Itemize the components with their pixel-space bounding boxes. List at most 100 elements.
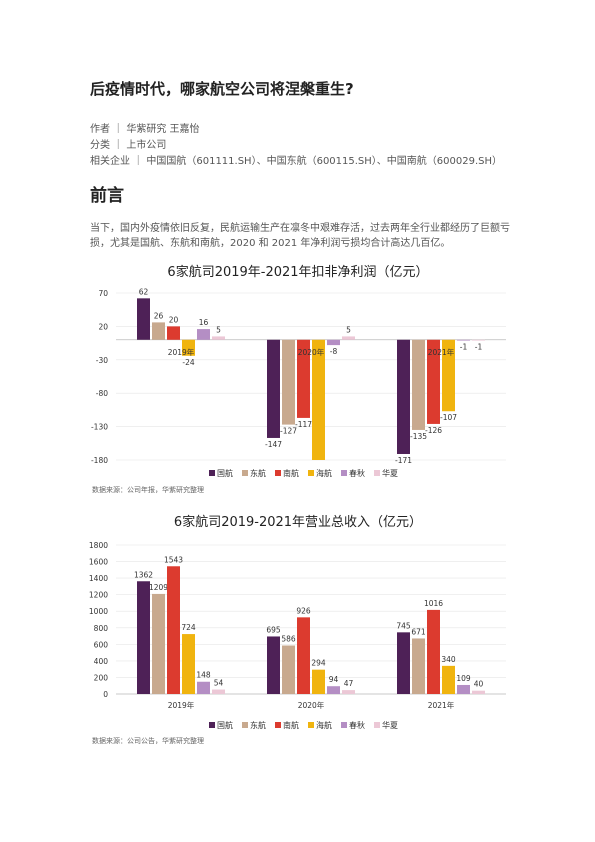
y-tick-label: 400: [94, 657, 109, 666]
bar: [267, 339, 280, 438]
y-tick-label: -130: [91, 423, 108, 432]
legend-label: 国航: [217, 720, 233, 730]
y-tick-label: 1600: [89, 558, 108, 567]
revenue-chart-source: 数据来源：公司公告，华紫研究整理: [92, 737, 204, 745]
revenue-chart-svg: 6家航司2019-2021年营业总收入（亿元） 1800 1600 1400 1200 1…: [89, 514, 506, 730]
bar: [442, 665, 455, 694]
bar: [197, 681, 210, 694]
bar: [182, 339, 195, 356]
legend-swatch: [242, 722, 248, 728]
profit-chart-svg: 6家航司2019年-2021年扣非净利润（亿元） 70 20 -30 -80 -130 -1…: [91, 264, 506, 478]
legend-label: 海航: [316, 468, 332, 478]
data-label: -8: [330, 347, 338, 356]
legend-swatch: [341, 470, 347, 476]
data-label: -1: [460, 343, 468, 352]
category-line: 分类 ｜ 上市公司: [90, 140, 167, 151]
bar: [267, 636, 280, 694]
category-label: 2019年: [168, 347, 195, 357]
y-tick-label: 1400: [89, 574, 108, 583]
bar: [152, 322, 165, 340]
bar: [282, 339, 295, 425]
category-label: 2019年: [168, 700, 195, 710]
data-label: 54: [214, 679, 224, 688]
y-tick-label: -180: [91, 456, 108, 465]
profit-chart-source: 数据来源：公司年报，华紫研究整理: [92, 486, 204, 494]
data-label: -24: [182, 358, 194, 367]
bar: [297, 617, 310, 694]
y-tick-label: 600: [94, 640, 109, 649]
data-label: 109: [456, 674, 471, 683]
data-label: 148: [196, 671, 211, 680]
bar: [282, 645, 295, 694]
y-tick-label: 70: [98, 289, 108, 298]
legend-swatch: [374, 470, 380, 476]
legend-swatch: [242, 470, 248, 476]
chart-title: 6家航司2019年-2021年扣非净利润（亿元）: [167, 264, 428, 280]
bar: [457, 684, 470, 694]
data-label: 724: [181, 623, 196, 632]
y-tick-label: 0: [103, 690, 108, 699]
legend-label: 南航: [283, 468, 299, 478]
chart-title: 6家航司2019-2021年营业总收入（亿元）: [174, 514, 422, 530]
data-label: 1016: [424, 599, 443, 608]
data-label: -147: [265, 440, 282, 449]
author-line: 作者 ｜ 华紫研究 王嘉怡: [90, 124, 200, 135]
bar: [137, 581, 150, 694]
data-label: 16: [199, 318, 209, 327]
y-tick-label: 800: [94, 624, 109, 633]
data-label: 20: [169, 315, 179, 324]
bar: [182, 634, 195, 694]
bar: [397, 339, 410, 454]
bar: [312, 669, 325, 694]
legend-swatch: [275, 470, 281, 476]
data-label: -107: [440, 413, 457, 422]
category-label: 2021年: [428, 347, 455, 357]
data-label: -117: [295, 420, 312, 429]
related-companies-line: 相关企业 ｜ 中国国航（601111.SH）、中国东航（600115.SH）、中…: [90, 156, 503, 167]
y-tick-label: -30: [96, 356, 108, 365]
data-label: 586: [281, 634, 296, 643]
bar: [397, 632, 410, 694]
bar: [297, 339, 310, 418]
bar: [412, 339, 425, 430]
bar: [167, 326, 180, 340]
legend-swatch: [308, 722, 314, 728]
legend-label: 春秋: [349, 468, 365, 478]
legend-label: 华夏: [382, 720, 398, 730]
data-label: -126: [425, 426, 442, 435]
bar: [212, 336, 225, 340]
bar: [152, 593, 165, 694]
data-label: 695: [266, 625, 281, 634]
section-heading: 前言: [90, 186, 124, 206]
legend-label: 东航: [250, 720, 266, 730]
data-label: 5: [216, 325, 221, 334]
bar: [197, 329, 210, 340]
data-label: 62: [139, 287, 149, 296]
data-label: 26: [154, 311, 164, 320]
intro-paragraph: 当下，国内外疫情依旧反复，民航运输生产在凛冬中艰难存活，过去两年全行业都经历了巨…: [90, 223, 510, 249]
article-title: 后疫情时代，哪家航空公司将涅槃重生?: [90, 80, 354, 98]
revenue-chart: 6家航司2019-2021年营业总收入（亿元） 1800 1600 1400 1200 1…: [88, 511, 508, 736]
legend-label: 东航: [250, 468, 266, 478]
bar: [442, 339, 455, 412]
legend-label: 春秋: [349, 720, 365, 730]
bar: [167, 566, 180, 694]
legend-swatch: [341, 722, 347, 728]
data-label: 926: [296, 606, 311, 615]
data-label: 40: [474, 680, 484, 689]
y-tick-label: 1800: [89, 541, 108, 550]
y-tick-label: 200: [94, 673, 109, 682]
data-label: 745: [396, 621, 411, 630]
legend-label: 海航: [316, 720, 332, 730]
data-label: 1543: [164, 555, 183, 564]
y-tick-label: 1000: [89, 607, 108, 616]
legend-label: 华夏: [382, 468, 398, 478]
bar: [412, 638, 425, 694]
legend-label: 国航: [217, 468, 233, 478]
legend-swatch: [209, 722, 215, 728]
bar: [137, 298, 150, 340]
data-label: -135: [410, 432, 427, 441]
data-label: 5: [346, 325, 351, 334]
data-label: 294: [311, 659, 326, 668]
data-label: -171: [395, 456, 412, 465]
